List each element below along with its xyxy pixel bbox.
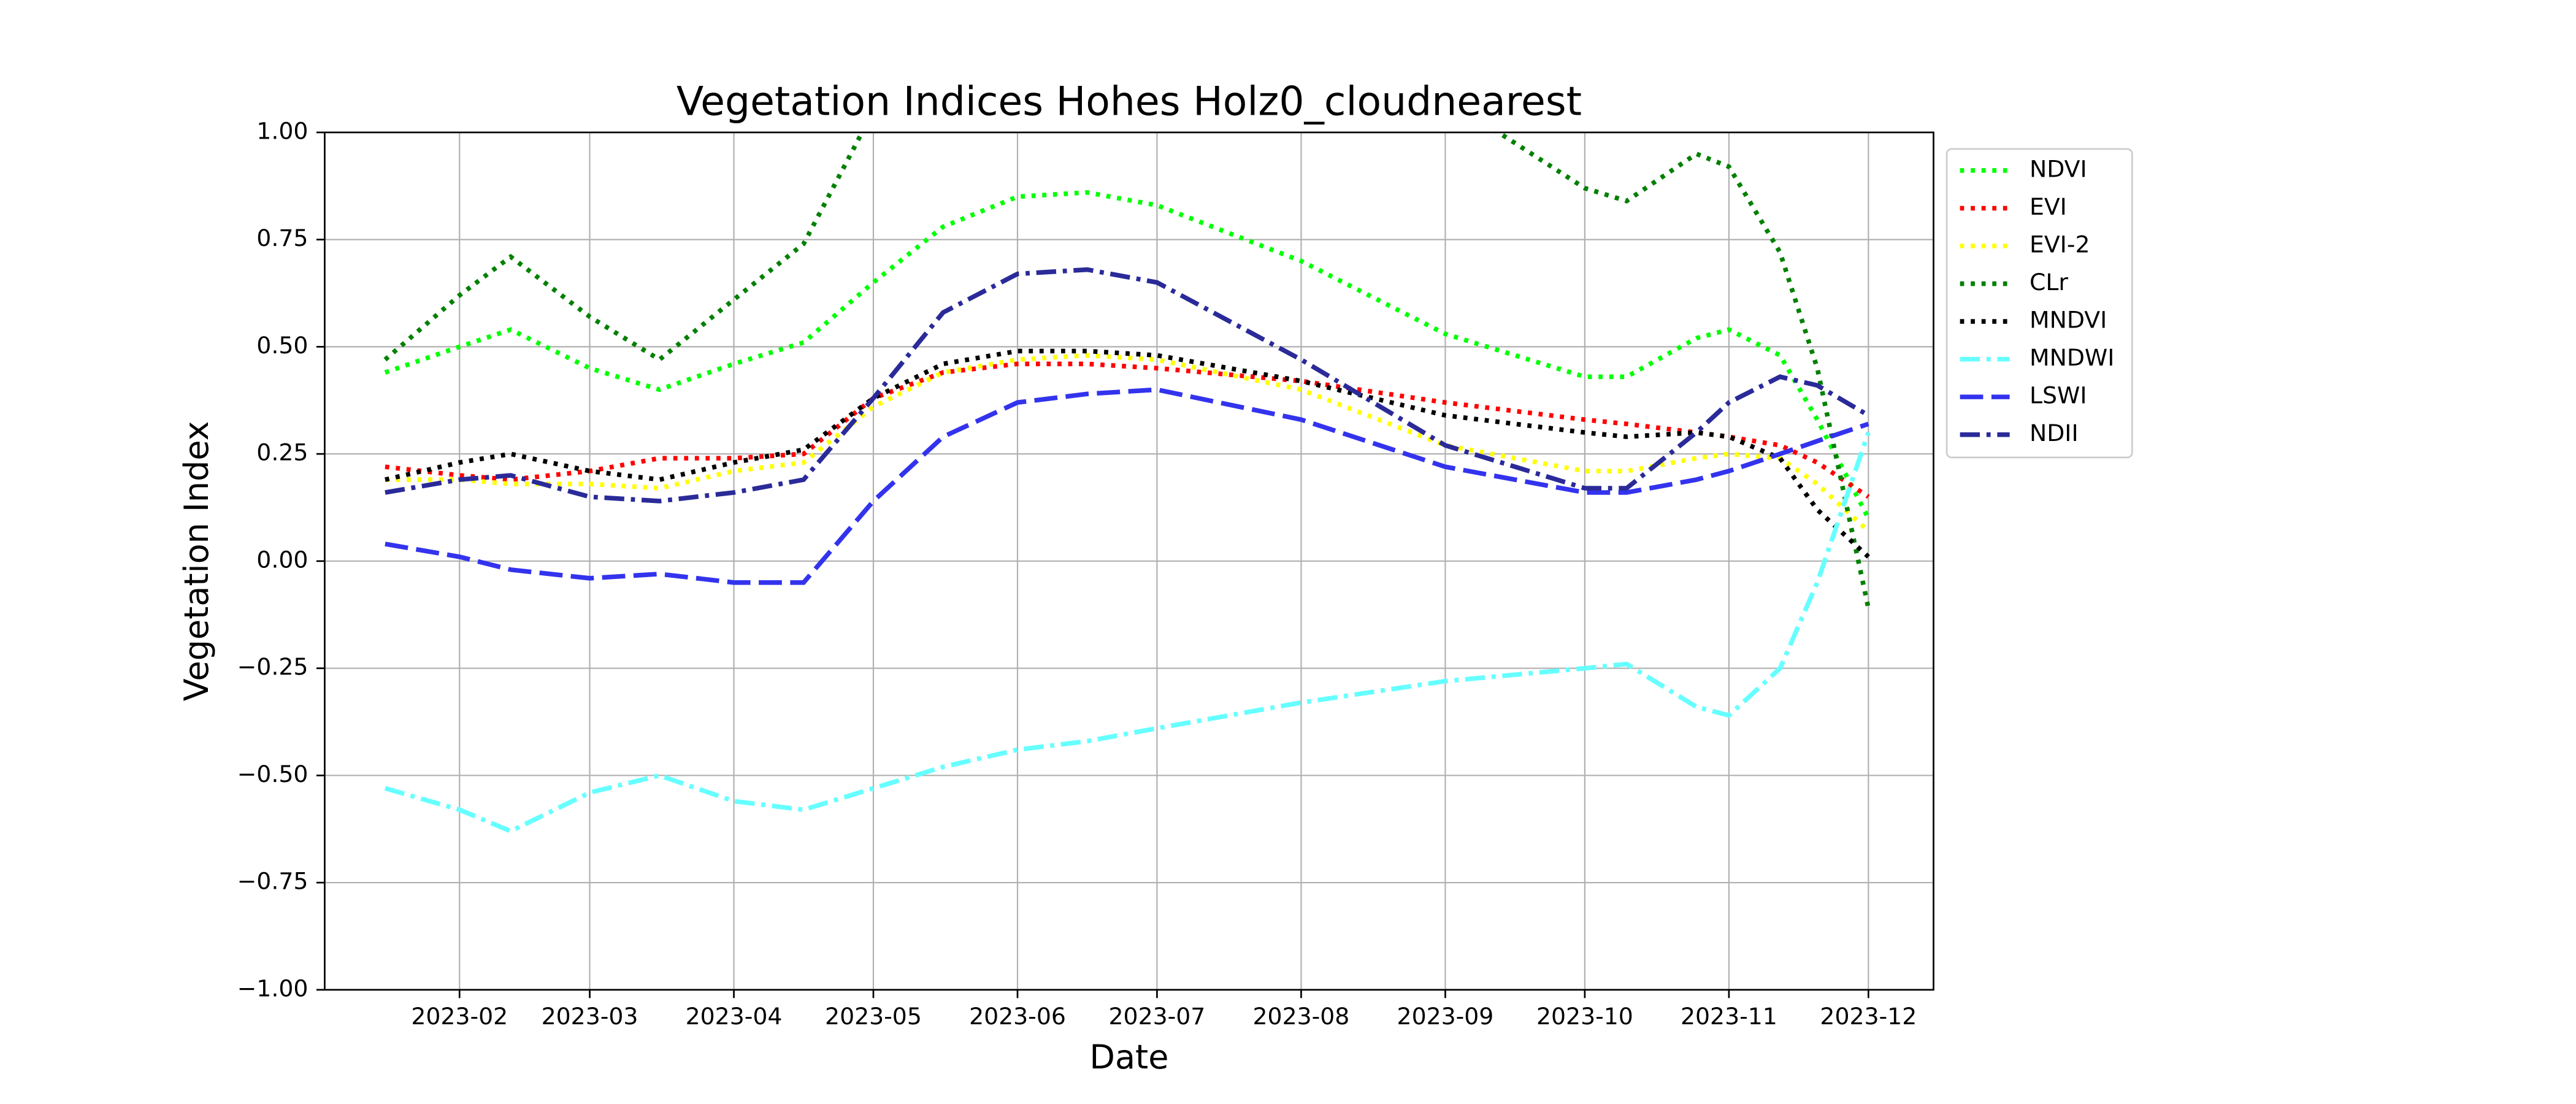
y-tick-label: 1.00 (256, 117, 308, 144)
x-tick-label: 2023-03 (542, 1003, 638, 1030)
data-line (385, 267, 1870, 504)
y-tick-label: 0.50 (256, 332, 308, 359)
data-line (385, 387, 1869, 585)
legend-box (1945, 148, 2133, 459)
legend-label: EVI (2030, 193, 2067, 220)
x-tick-label: 2023-07 (1109, 1003, 1206, 1030)
x-tick-label: 2023-05 (825, 1003, 922, 1030)
legend-label: MNDVI (2030, 307, 2107, 334)
x-tick-label: 2023-08 (1253, 1003, 1350, 1030)
x-tick-label: 2023-02 (411, 1003, 508, 1030)
y-tick-label: −0.25 (237, 653, 309, 680)
y-tick-label: −0.50 (237, 761, 309, 788)
y-axis-label: Vegetation Index (177, 421, 216, 701)
x-tick-label: 2023-11 (1681, 1003, 1777, 1030)
data-line (385, 353, 1870, 533)
data-line (383, 132, 1871, 609)
axes-frame (324, 131, 1934, 991)
y-tick-label: −1.00 (237, 975, 309, 1002)
data-line (385, 361, 1870, 499)
y-tick-label: −0.75 (237, 868, 309, 895)
legend-label: MNDWI (2030, 344, 2114, 371)
y-tick-label: 0.25 (256, 439, 308, 466)
legend-label: LSWI (2030, 382, 2087, 409)
legend-label: EVI-2 (2030, 231, 2090, 258)
y-tick-label: 0.75 (256, 224, 308, 251)
chart-title: Vegetation Indices Hohes Holz0_cloudnear… (677, 79, 1582, 125)
x-tick-label: 2023-10 (1536, 1003, 1633, 1030)
plot-area (383, 132, 1871, 834)
x-tick-label: 2023-06 (969, 1003, 1066, 1030)
x-tick-label: 2023-12 (1820, 1003, 1917, 1030)
legend-label: NDII (2030, 420, 2079, 447)
legend: NDVI EVI EVI-2 CLr MNDVI MNDWI LSWI NDII (1945, 148, 2133, 459)
legend-label: NDVI (2030, 155, 2087, 182)
x-tick-label: 2023-09 (1397, 1003, 1494, 1030)
data-line (384, 190, 1871, 519)
legend-label: CLr (2030, 269, 2068, 296)
data-line (384, 431, 1871, 834)
x-axis-label: Date (1089, 1038, 1168, 1076)
y-tick-label: 0.00 (256, 546, 308, 573)
x-tick-label: 2023-04 (686, 1003, 783, 1030)
